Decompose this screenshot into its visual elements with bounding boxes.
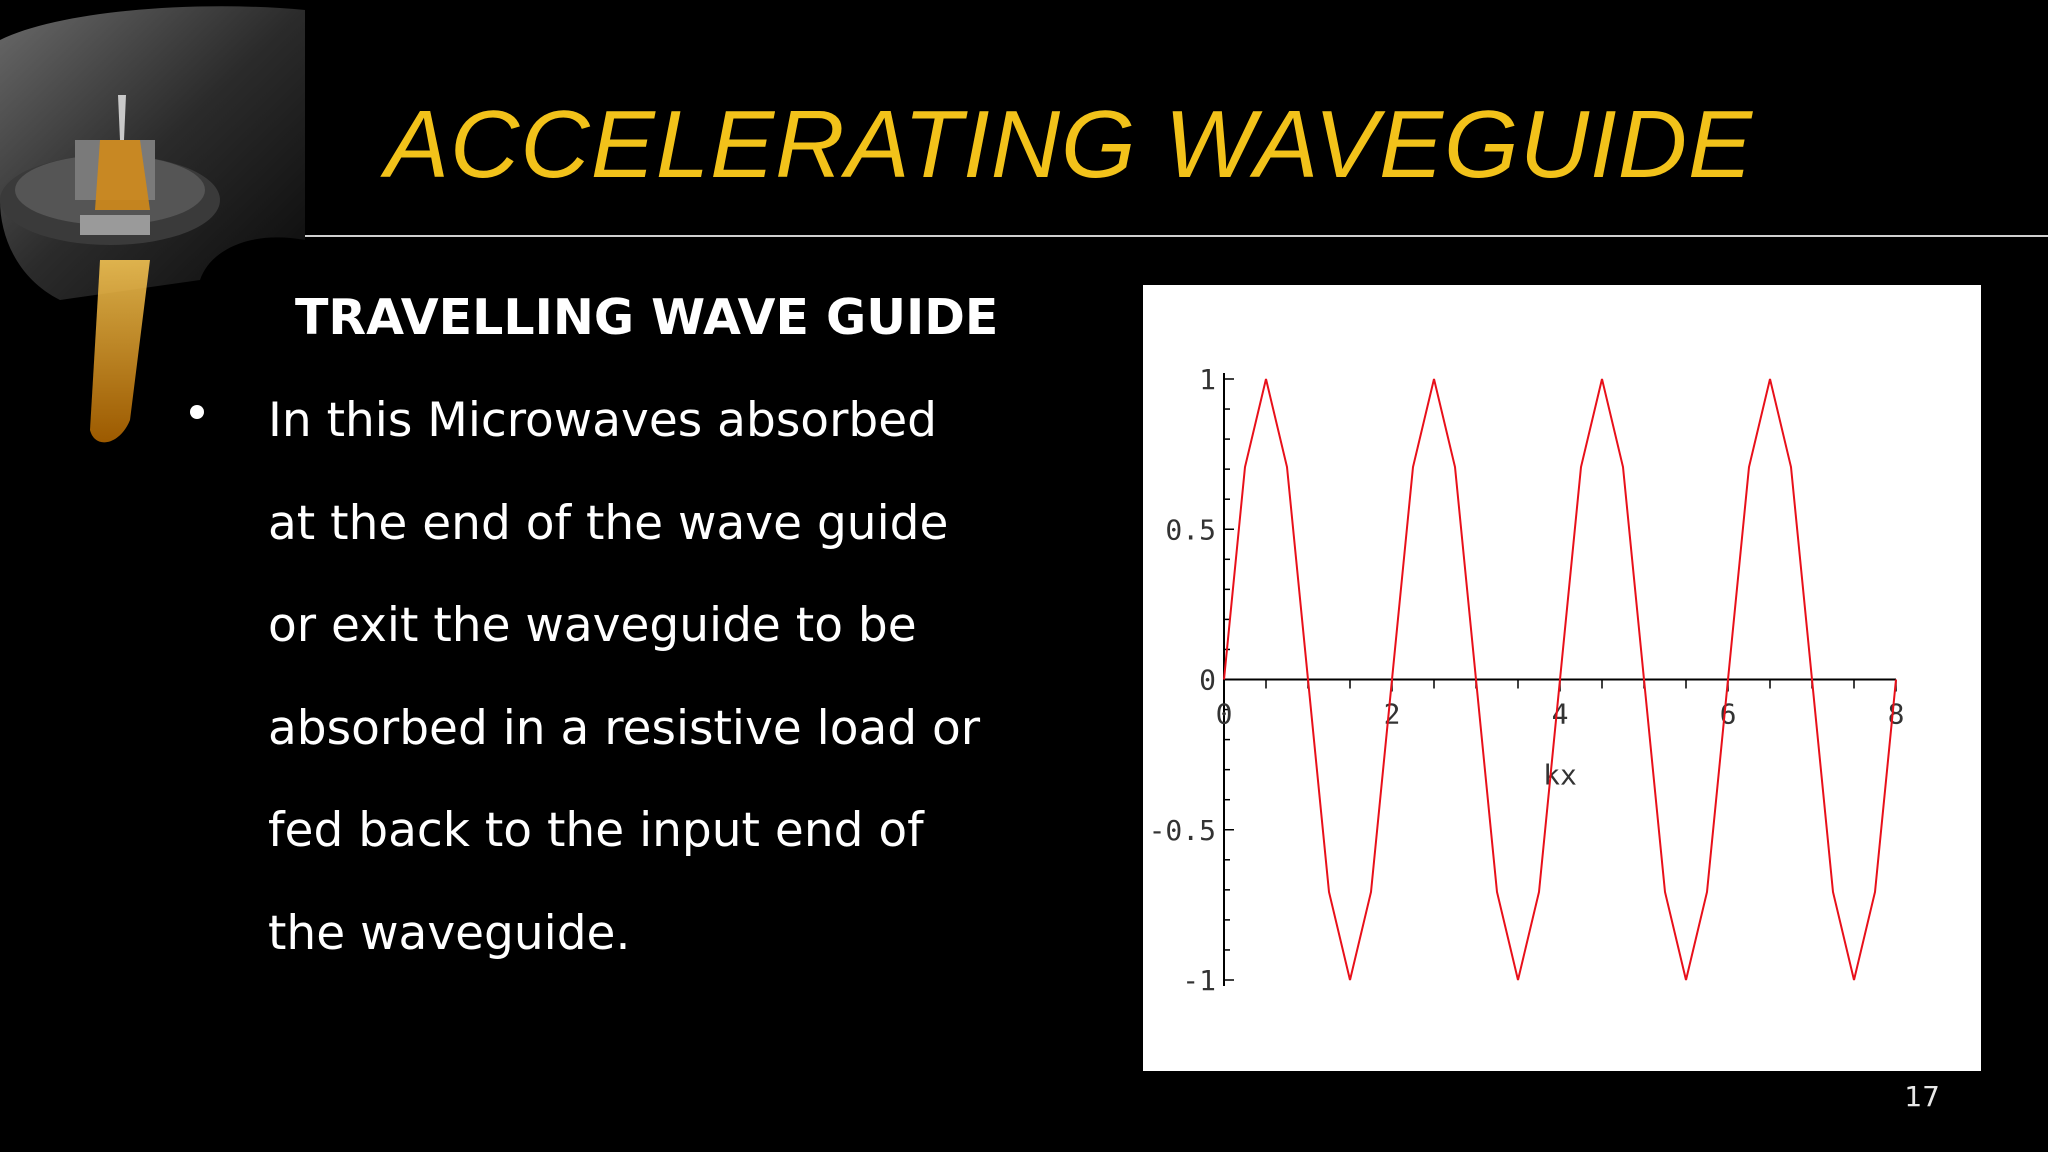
y-tick-label: -0.5: [1149, 814, 1216, 847]
x-tick-label: 8: [1888, 698, 1905, 731]
y-tick-label: 1: [1199, 363, 1216, 396]
bullet-line: In this Microwaves absorbed: [268, 393, 937, 448]
x-axis-label: kx: [1543, 759, 1577, 792]
x-tick-label: 4: [1552, 698, 1569, 731]
linac-machine-image: [0, 6, 305, 443]
bullet-text: In this Microwaves absorbed at the end o…: [268, 393, 988, 1010]
slide-title: ACCELERATING WAVEGUIDE: [385, 91, 1754, 198]
x-tick-label: 0: [1216, 698, 1233, 731]
x-tick-label: 2: [1384, 698, 1401, 731]
y-tick-label: 0.5: [1165, 513, 1216, 546]
chart-plot-area: 1 0.5 0 -0.5 -1 0 2 4 6 8 kx: [1149, 363, 1905, 997]
y-tick-label: 0: [1199, 664, 1216, 697]
bullet-line: the waveguide.: [268, 905, 631, 961]
bullet-line: or exit the waveguide to be: [268, 598, 917, 653]
section-heading: TRAVELLING WAVE GUIDE: [295, 289, 999, 346]
x-tick-label: 6: [1720, 698, 1737, 731]
bullet-icon: [190, 405, 204, 419]
page-number: 17: [1904, 1080, 1940, 1113]
bullet-line: fed back to the input end of: [268, 803, 924, 858]
title-divider: [305, 235, 2048, 237]
sine-wave-chart: 1 0.5 0 -0.5 -1 0 2 4 6 8 kx: [1143, 285, 1981, 1071]
bullet-line: absorbed in a resistive load or: [268, 700, 981, 756]
y-tick-label: -1: [1182, 964, 1216, 997]
bullet-line: at the end of the wave guide: [268, 495, 949, 551]
